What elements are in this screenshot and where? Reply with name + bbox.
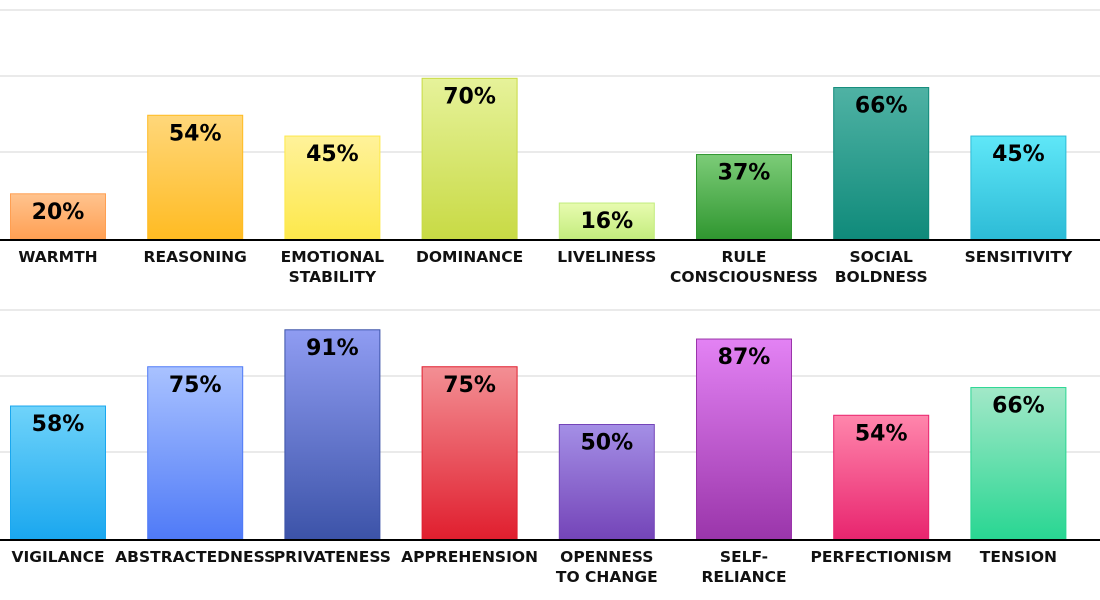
- bar-value-label: 16%: [580, 209, 633, 234]
- bar: [558, 424, 655, 541]
- category-label: REASONING: [144, 248, 247, 266]
- bar-value-label: 91%: [306, 336, 359, 361]
- bar-value-label: 75%: [169, 373, 222, 398]
- category-label: RELIANCE: [701, 568, 786, 586]
- bar: [970, 135, 1067, 241]
- category-label: STABILITY: [289, 268, 377, 286]
- bar: [833, 87, 930, 241]
- bar-value-label: 87%: [718, 345, 771, 370]
- category-label: SENSITIVITY: [965, 248, 1073, 266]
- bar-value-label: 45%: [306, 142, 359, 167]
- bar: [147, 114, 244, 241]
- bar: [833, 414, 930, 541]
- bar-value-label: 20%: [32, 200, 85, 225]
- bar: [147, 366, 244, 541]
- bar: [284, 329, 381, 541]
- bar-value-label: 66%: [992, 394, 1045, 419]
- bar-value-label: 54%: [855, 421, 908, 446]
- bar: [421, 77, 518, 241]
- bar: [10, 405, 106, 541]
- category-label: SELF-: [720, 548, 768, 566]
- category-label: EMOTIONAL: [281, 248, 385, 266]
- category-label: PRIVATENESS: [274, 548, 391, 566]
- bar-value-label: 66%: [855, 94, 908, 119]
- category-label: TO CHANGE: [556, 568, 658, 586]
- category-label: VIGILANCE: [11, 548, 104, 566]
- bar-value-label: 58%: [32, 412, 85, 437]
- bar: [10, 193, 106, 241]
- chart-panel-bottom: 58% VIGILANCE 75% ABSTRACTEDNESS 91% PRIVATEN…: [0, 309, 1100, 586]
- category-label: LIVELINESS: [557, 248, 656, 266]
- bar-value-label: 75%: [443, 373, 496, 398]
- bar: [284, 135, 381, 241]
- category-label: APPREHENSION: [401, 548, 538, 566]
- bar-value-label: 45%: [992, 142, 1045, 167]
- category-label: DOMINANCE: [416, 248, 523, 266]
- category-label: RULE: [722, 248, 767, 266]
- category-label: BOLDNESS: [835, 268, 928, 286]
- category-label: CONSCIOUSNESS: [670, 268, 818, 286]
- category-label: ABSTRACTEDNESS: [115, 548, 275, 566]
- bar: [970, 387, 1067, 541]
- bar: [696, 338, 792, 541]
- bar: [421, 366, 518, 541]
- bar-value-label: 70%: [443, 84, 496, 109]
- category-label: OPENNESS: [560, 548, 653, 566]
- category-label: WARMTH: [18, 248, 97, 266]
- category-label: TENSION: [980, 548, 1057, 566]
- category-label: PERFECTIONISM: [811, 548, 952, 566]
- bar-value-label: 37%: [718, 161, 771, 186]
- bar-value-label: 50%: [580, 431, 633, 456]
- chart-panel-top: 20% WARMTH 54% REASONING 45% EMOTIONAL STABILI…: [0, 9, 1100, 286]
- category-label: SOCIAL: [850, 248, 913, 266]
- bar-value-label: 54%: [169, 121, 222, 146]
